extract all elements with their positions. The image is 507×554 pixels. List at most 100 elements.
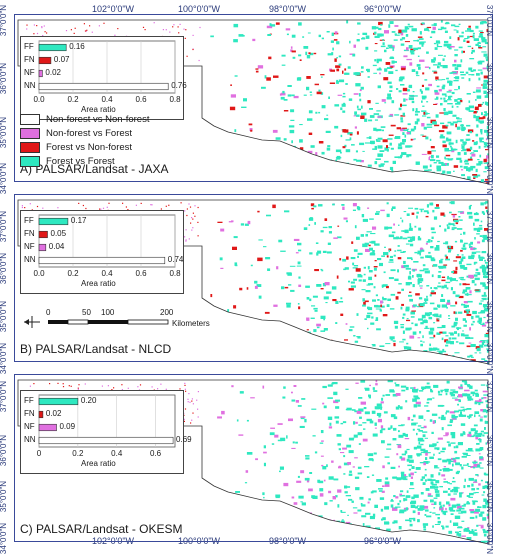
bar-value-label: 0.74 bbox=[168, 255, 184, 264]
lat-label-left: 35°0'0"N bbox=[0, 481, 8, 512]
x-axis-title: Area ratio bbox=[81, 459, 116, 468]
bar-value-label: 0.69 bbox=[176, 435, 192, 444]
legend-item-ff: Forest vs Forest bbox=[20, 156, 115, 167]
x-tick-label: 0.2 bbox=[67, 95, 78, 104]
x-tick-label: 0.4 bbox=[101, 95, 112, 104]
x-tick-label: 0.4 bbox=[111, 449, 122, 458]
lat-label-right: 36°0'0"N bbox=[485, 63, 494, 94]
x-axis-title: Area ratio bbox=[81, 279, 116, 288]
legend: Non-forest vs Non-forest Non-forest vs F… bbox=[20, 114, 190, 174]
panel-title: C) PALSAR/Landsat - OKESM bbox=[20, 522, 183, 536]
bar-value-label: 0.02 bbox=[45, 68, 61, 77]
category-label: NN bbox=[24, 435, 36, 444]
x-tick-label: 0.6 bbox=[150, 449, 161, 458]
bar-value-label: 0.09 bbox=[59, 422, 75, 431]
legend-label-fn: Forest vs Non-forest bbox=[46, 142, 132, 153]
x-tick-label: 0.2 bbox=[67, 269, 78, 278]
bar-fn bbox=[39, 231, 48, 238]
bar-nf bbox=[39, 244, 46, 251]
x-tick-label: 0.2 bbox=[72, 449, 83, 458]
category-label: NF bbox=[24, 242, 35, 251]
lon-label-top-4: 96°0'0"W bbox=[364, 4, 401, 14]
legend-label-ff: Forest vs Forest bbox=[46, 156, 115, 167]
category-label: FN bbox=[24, 409, 35, 418]
category-label: FF bbox=[24, 396, 34, 405]
legend-swatch-nn bbox=[20, 114, 40, 125]
bar-fn bbox=[39, 57, 51, 64]
bar-ff bbox=[39, 218, 68, 225]
lat-label-right: 37°0'0"N bbox=[485, 211, 494, 242]
lat-label-right: 37°0'0"N bbox=[485, 5, 494, 36]
scale-tick-200: 200 bbox=[160, 308, 173, 317]
north-arrow-icon bbox=[24, 316, 40, 328]
x-axis-title: Area ratio bbox=[81, 105, 116, 114]
category-label: FN bbox=[24, 55, 35, 64]
legend-item-nn: Non-forest vs Non-forest bbox=[20, 114, 149, 125]
bar-value-label: 0.05 bbox=[51, 229, 67, 238]
lat-label-right: 35°0'0"N bbox=[485, 117, 494, 148]
lat-label-right: 35°0'0"N bbox=[485, 481, 494, 512]
lat-label-left: 36°0'0"N bbox=[0, 253, 8, 284]
category-label: FN bbox=[24, 229, 35, 238]
lat-label-left: 34°0'0"N bbox=[0, 343, 8, 374]
category-label: NN bbox=[24, 81, 36, 90]
bar-ff bbox=[39, 44, 66, 51]
category-label: NF bbox=[24, 68, 35, 77]
x-tick-label: 0.4 bbox=[101, 269, 112, 278]
lat-label-left: 36°0'0"N bbox=[0, 435, 8, 466]
lon-label-top-3: 98°0'0"W bbox=[269, 4, 306, 14]
scale-tick-100: 100 bbox=[101, 308, 114, 317]
bar-nn bbox=[39, 83, 168, 90]
lat-label-left: 34°0'0"N bbox=[0, 523, 8, 554]
category-label: FF bbox=[24, 42, 34, 51]
bar-value-label: 0.17 bbox=[71, 216, 87, 225]
category-label: NF bbox=[24, 422, 35, 431]
x-tick-label: 0.6 bbox=[135, 95, 146, 104]
bar-value-label: 0.04 bbox=[49, 242, 65, 251]
panel-title: B) PALSAR/Landsat - NLCD bbox=[20, 342, 171, 356]
x-tick-label: 0.6 bbox=[135, 269, 146, 278]
legend-label-nf: Non-forest vs Forest bbox=[46, 128, 132, 139]
bar-value-label: 0.02 bbox=[46, 409, 62, 418]
scale-unit: Kilometers bbox=[172, 319, 210, 328]
x-tick-label: 0.0 bbox=[33, 95, 44, 104]
bar-fn bbox=[39, 411, 43, 418]
lat-label-left: 35°0'0"N bbox=[0, 117, 8, 148]
lat-label-right: 34°0'0"N bbox=[485, 343, 494, 374]
x-tick-label: 0 bbox=[37, 449, 41, 458]
map-panel-b: 37°0'0"N 37°0'0"N 36°0'0"N 36°0'0"N 35°0'0"N… bbox=[0, 194, 507, 364]
lat-label-left: 36°0'0"N bbox=[0, 63, 8, 94]
lat-label-left: 37°0'0"N bbox=[0, 211, 8, 242]
lat-label-right: 35°0'0"N bbox=[485, 301, 494, 332]
legend-swatch-fn bbox=[20, 142, 40, 153]
bar-value-label: 0.20 bbox=[81, 396, 97, 405]
lon-label-top-1: 102°0'0"W bbox=[92, 4, 134, 14]
scale-bar-graphic bbox=[22, 306, 252, 330]
legend-swatch-nf bbox=[20, 128, 40, 139]
scale-bar: 0 50 100 200 Kilometers bbox=[22, 306, 252, 330]
legend-item-nf: Non-forest vs Forest bbox=[20, 128, 132, 139]
lat-label-right: 36°0'0"N bbox=[485, 253, 494, 284]
lon-label-top-2: 100°0'0"W bbox=[178, 4, 220, 14]
legend-swatch-ff bbox=[20, 156, 40, 167]
bar-nf bbox=[39, 70, 42, 77]
x-tick-label: 0.8 bbox=[169, 95, 180, 104]
scale-tick-50: 50 bbox=[82, 308, 91, 317]
lat-label-left: 35°0'0"N bbox=[0, 301, 8, 332]
bar-nn bbox=[39, 257, 165, 264]
bar-nn bbox=[39, 437, 173, 444]
lat-label-left: 34°0'0"N bbox=[0, 163, 8, 194]
bar-nf bbox=[39, 424, 57, 431]
lat-label-right: 34°0'0"N bbox=[485, 163, 494, 194]
x-tick-label: 0.8 bbox=[169, 269, 180, 278]
lat-label-right: 37°0'0"N bbox=[485, 381, 494, 412]
bar-value-label: 0.76 bbox=[171, 81, 187, 90]
legend-item-fn: Forest vs Non-forest bbox=[20, 142, 132, 153]
lat-label-left: 37°0'0"N bbox=[0, 5, 8, 36]
bar-value-label: 0.16 bbox=[69, 42, 85, 51]
category-label: NN bbox=[24, 255, 36, 264]
